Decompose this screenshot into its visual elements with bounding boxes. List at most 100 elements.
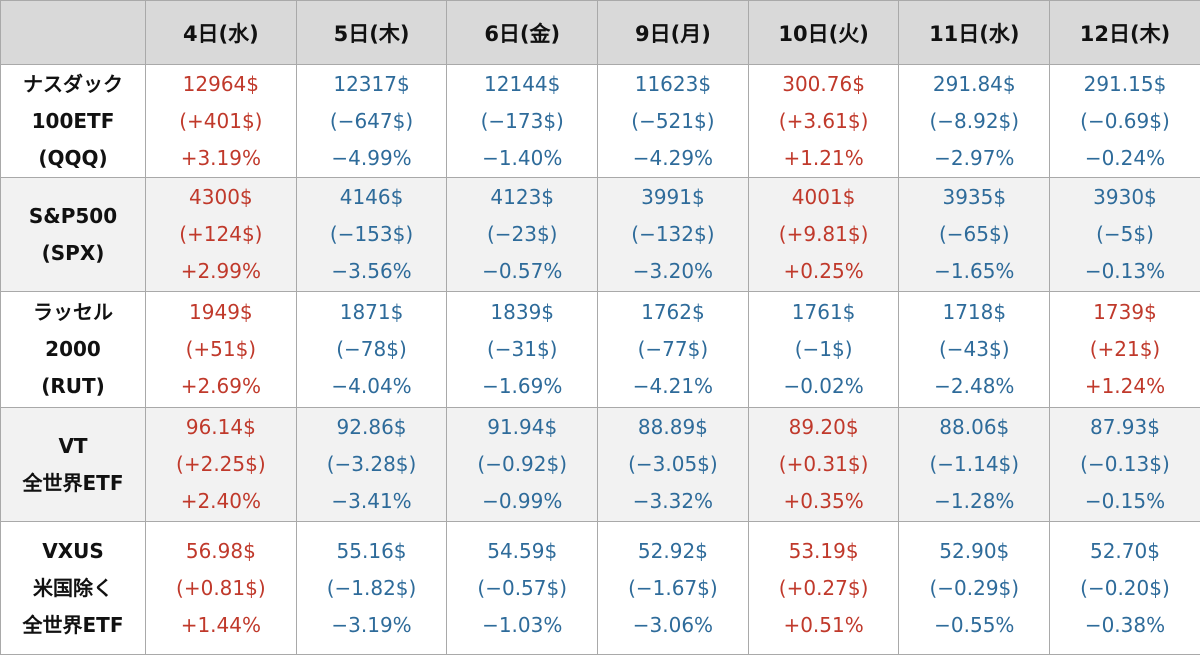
- price-value: 1839$: [447, 294, 597, 331]
- column-header: 9日(月): [598, 1, 749, 65]
- data-cell: 4001$(+9.81$)+0.25%: [748, 178, 899, 292]
- column-header: 6日(金): [447, 1, 598, 65]
- price-value: 92.86$: [297, 409, 447, 446]
- row-label-line: (SPX): [1, 235, 145, 272]
- row-label-line: (QQQ): [1, 140, 145, 177]
- price-value: 3991$: [598, 179, 748, 216]
- percent-change: −3.19%: [297, 607, 447, 644]
- percent-change: +3.19%: [146, 140, 296, 177]
- row-label-line: 100ETF: [1, 103, 145, 140]
- percent-change: +2.69%: [146, 368, 296, 405]
- price-value: 3930$: [1050, 179, 1200, 216]
- data-cell: 12317$(−647$)−4.99%: [296, 65, 447, 178]
- data-cell: 1761$(−1$)−0.02%: [748, 292, 899, 408]
- change-value: (−43$): [899, 331, 1049, 368]
- percent-change: −3.56%: [297, 253, 447, 290]
- percent-change: −0.55%: [899, 607, 1049, 644]
- price-value: 53.19$: [749, 533, 899, 570]
- price-value: 4300$: [146, 179, 296, 216]
- percent-change: −4.99%: [297, 140, 447, 177]
- change-value: (−3.05$): [598, 446, 748, 483]
- change-value: (+3.61$): [749, 103, 899, 140]
- price-value: 1949$: [146, 294, 296, 331]
- row-label-line: 全世界ETF: [1, 607, 145, 644]
- price-value: 87.93$: [1050, 409, 1200, 446]
- change-value: (−3.28$): [297, 446, 447, 483]
- change-value: (−521$): [598, 103, 748, 140]
- percent-change: −3.41%: [297, 483, 447, 520]
- change-value: (−1.82$): [297, 570, 447, 607]
- percent-change: −0.24%: [1050, 140, 1200, 177]
- column-header: 11日(水): [899, 1, 1050, 65]
- change-value: (−23$): [447, 216, 597, 253]
- change-value: (−0.13$): [1050, 446, 1200, 483]
- change-value: (+0.31$): [749, 446, 899, 483]
- price-value: 1762$: [598, 294, 748, 331]
- price-value: 4123$: [447, 179, 597, 216]
- data-cell: 89.20$(+0.31$)+0.35%: [748, 408, 899, 522]
- price-value: 52.90$: [899, 533, 1049, 570]
- column-header: 10日(火): [748, 1, 899, 65]
- price-value: 1739$: [1050, 294, 1200, 331]
- data-cell: 12964$(+401$)+3.19%: [146, 65, 297, 178]
- percent-change: −4.04%: [297, 368, 447, 405]
- percent-change: +0.51%: [749, 607, 899, 644]
- data-cell: 88.89$(−3.05$)−3.32%: [598, 408, 749, 522]
- data-cell: 1762$(−77$)−4.21%: [598, 292, 749, 408]
- price-value: 56.98$: [146, 533, 296, 570]
- price-value: 291.84$: [899, 66, 1049, 103]
- data-cell: 11623$(−521$)−4.29%: [598, 65, 749, 178]
- price-value: 52.70$: [1050, 533, 1200, 570]
- price-value: 11623$: [598, 66, 748, 103]
- price-value: 1761$: [749, 294, 899, 331]
- change-value: (+124$): [146, 216, 296, 253]
- percent-change: −0.99%: [447, 483, 597, 520]
- change-value: (+2.25$): [146, 446, 296, 483]
- data-cell: 54.59$(−0.57$)−1.03%: [447, 522, 598, 655]
- change-value: (−8.92$): [899, 103, 1049, 140]
- row-label-line: 全世界ETF: [1, 465, 145, 502]
- change-value: (−0.69$): [1050, 103, 1200, 140]
- percent-change: +1.24%: [1050, 368, 1200, 405]
- data-cell: 4146$(−153$)−3.56%: [296, 178, 447, 292]
- data-cell: 3930$(−5$)−0.13%: [1050, 178, 1200, 292]
- price-value: 52.92$: [598, 533, 748, 570]
- percent-change: −1.65%: [899, 253, 1049, 290]
- data-cell: 56.98$(+0.81$)+1.44%: [146, 522, 297, 655]
- percent-change: +2.99%: [146, 253, 296, 290]
- change-value: (+9.81$): [749, 216, 899, 253]
- price-value: 1718$: [899, 294, 1049, 331]
- change-value: (−1$): [749, 331, 899, 368]
- data-cell: 52.70$(−0.20$)−0.38%: [1050, 522, 1200, 655]
- column-header: 5日(木): [296, 1, 447, 65]
- row-label-line: ナスダック: [1, 66, 145, 103]
- percent-change: −1.28%: [899, 483, 1049, 520]
- price-value: 88.89$: [598, 409, 748, 446]
- price-value: 89.20$: [749, 409, 899, 446]
- column-header: 4日(水): [146, 1, 297, 65]
- change-value: (+21$): [1050, 331, 1200, 368]
- change-value: (−132$): [598, 216, 748, 253]
- change-value: (−0.92$): [447, 446, 597, 483]
- data-cell: 300.76$(+3.61$)+1.21%: [748, 65, 899, 178]
- price-value: 3935$: [899, 179, 1049, 216]
- percent-change: +0.35%: [749, 483, 899, 520]
- change-value: (−0.29$): [899, 570, 1049, 607]
- price-value: 12144$: [447, 66, 597, 103]
- change-value: (−31$): [447, 331, 597, 368]
- row-label: S&P500(SPX): [1, 178, 146, 292]
- price-value: 54.59$: [447, 533, 597, 570]
- price-value: 91.94$: [447, 409, 597, 446]
- data-cell: 52.92$(−1.67$)−3.06%: [598, 522, 749, 655]
- row-label-line: VT: [1, 428, 145, 465]
- change-value: (−78$): [297, 331, 447, 368]
- data-cell: 88.06$(−1.14$)−1.28%: [899, 408, 1050, 522]
- data-cell: 3991$(−132$)−3.20%: [598, 178, 749, 292]
- row-label-line: S&P500: [1, 198, 145, 235]
